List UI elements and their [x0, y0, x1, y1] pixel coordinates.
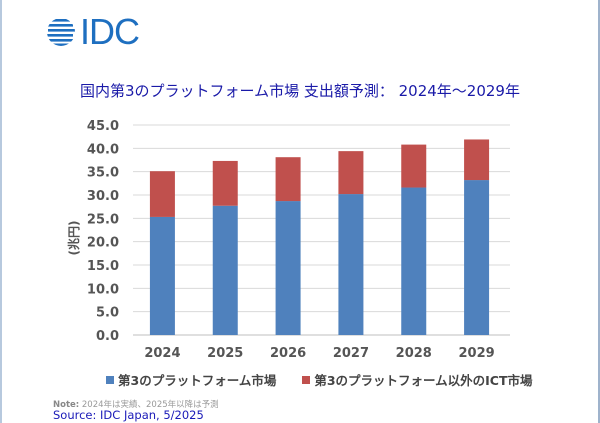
note-text: 2024年は実績、2025年以降は予測 — [79, 400, 219, 410]
y-tick-label: 5.0 — [96, 306, 119, 321]
legend-item-other-ict: 第3のプラットフォーム以外のICT市場 — [302, 370, 533, 389]
y-tick-label: 30.0 — [87, 189, 119, 204]
legend-label: 第3のプラットフォーム以外のICT市場 — [314, 373, 533, 388]
y-tick-label: 15.0 — [87, 259, 119, 274]
legend-swatch-blue — [106, 375, 114, 384]
y-tick-label: 35.0 — [87, 166, 119, 181]
bar-segment-other-ict — [401, 144, 427, 188]
legend: 第3のプラットフォーム市場 第3のプラットフォーム以外のICT市場 — [106, 370, 533, 389]
x-tick-label: 2024 — [144, 346, 180, 361]
bar-segment-other-ict — [464, 139, 490, 181]
x-tick-label: 2029 — [458, 346, 494, 361]
y-tick-label: 45.0 — [87, 119, 119, 134]
y-tick-label: 40.0 — [87, 142, 119, 157]
bar-segment-other-ict — [212, 160, 238, 206]
bar-segment-other-ict — [149, 171, 175, 217]
y-tick-label: 25.0 — [87, 212, 119, 227]
bar-segment-other-ict — [338, 151, 364, 195]
frame-border-left — [0, 0, 2, 423]
y-tick-label: 10.0 — [87, 282, 119, 297]
source-line: Source: IDC Japan, 5/2025 — [53, 408, 204, 422]
legend-label: 第3のプラットフォーム市場 — [118, 373, 277, 388]
logo-text: IDC — [80, 11, 140, 52]
x-tick-label: 2025 — [207, 346, 243, 361]
bar-segment-3rd-platform — [401, 187, 427, 335]
legend-item-3rd-platform: 第3のプラットフォーム市場 — [106, 370, 276, 389]
legend-swatch-red — [302, 375, 311, 384]
bar-segment-3rd-platform — [149, 216, 175, 335]
bar-segment-3rd-platform — [212, 205, 238, 335]
y-axis-label: (兆円) — [66, 221, 81, 256]
y-tick-label: 0.0 — [96, 329, 119, 344]
x-tick-label: 2028 — [396, 346, 432, 361]
y-tick-label: 20.0 — [87, 236, 119, 251]
bar-segment-3rd-platform — [464, 180, 490, 335]
bar-segment-other-ict — [275, 157, 301, 202]
chart-title: 国内第3のプラットフォーム市場 支出額予測： 2024年～2029年 — [80, 82, 520, 100]
idc-logo: IDC — [46, 11, 140, 52]
stacked-bar-chart: 0.0 5.0 10.0 15.0 20.0 25.0 30.0 35.0 40.0 45.0 2… — [66, 119, 510, 361]
bar-segment-3rd-platform — [275, 201, 301, 335]
note-label: Note: — [53, 400, 80, 410]
x-tick-label: 2026 — [270, 346, 306, 361]
frame-border-right — [598, 0, 600, 423]
footnote: Note: 2024年は実績、2025年以降は予測 — [53, 398, 219, 410]
bar-segment-3rd-platform — [338, 194, 364, 335]
x-tick-label: 2027 — [333, 346, 369, 361]
globe-icon — [47, 19, 75, 46]
